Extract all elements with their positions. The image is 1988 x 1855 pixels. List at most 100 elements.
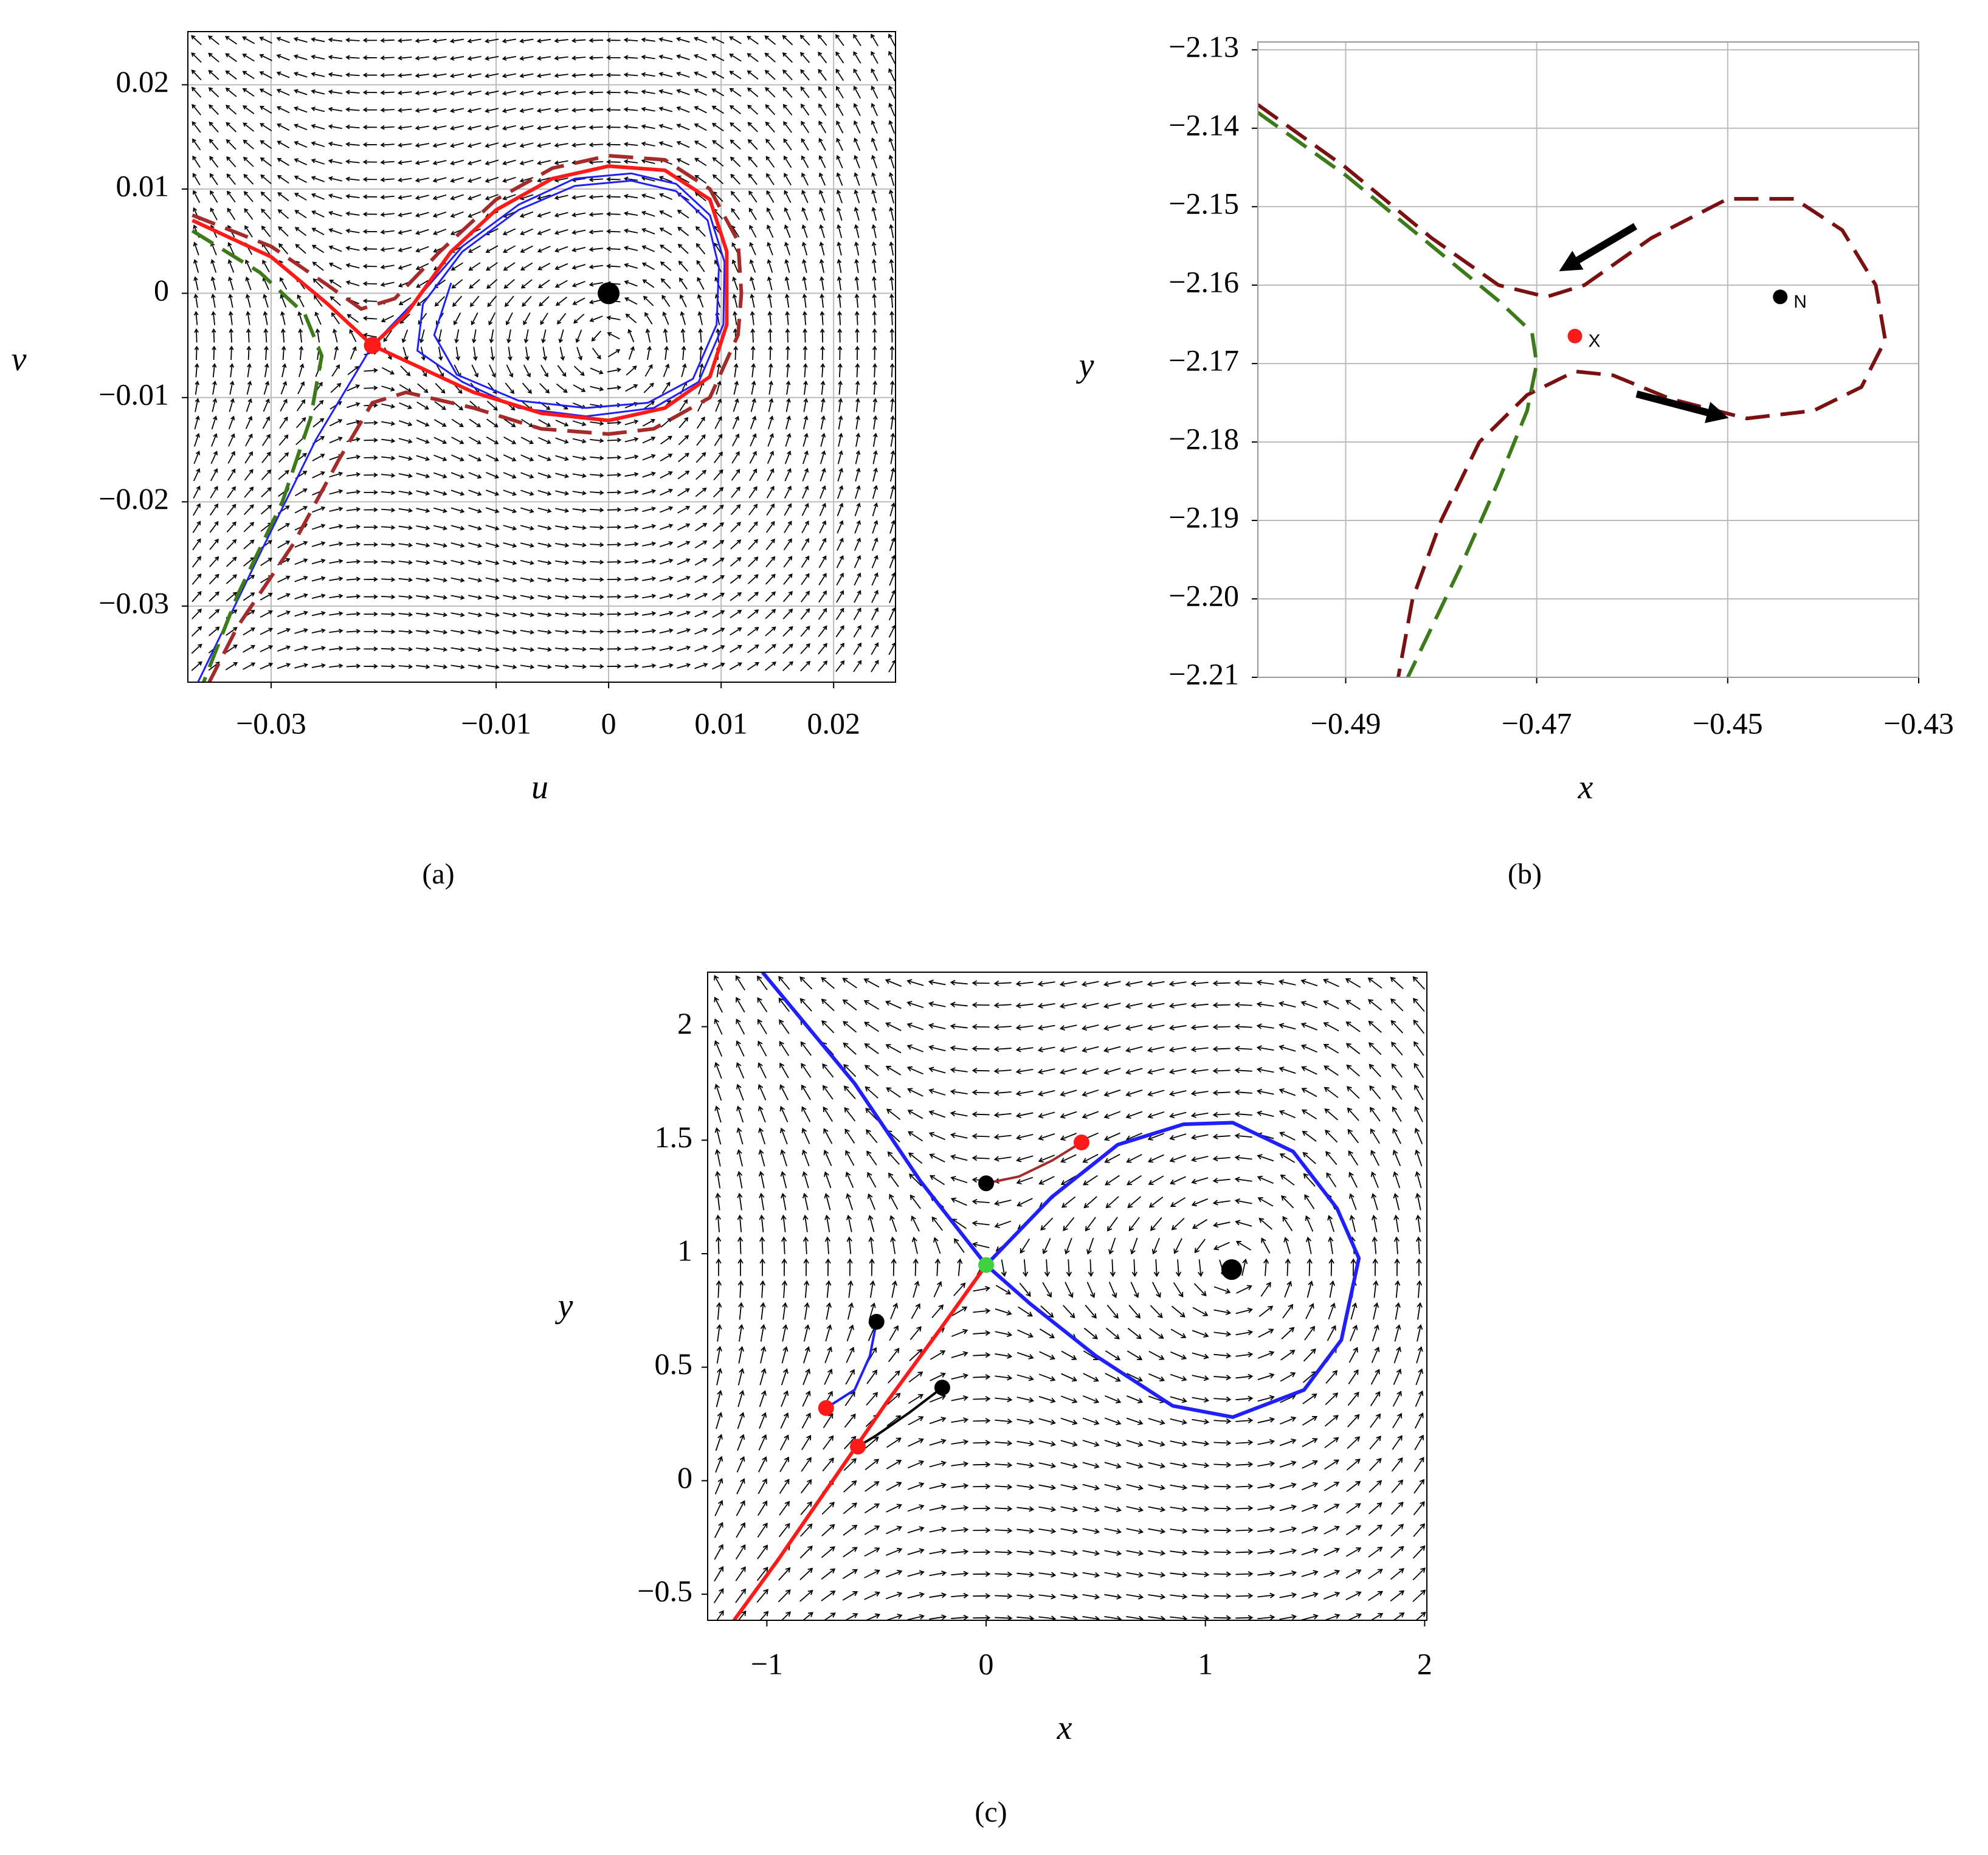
field-arrow — [1370, 1369, 1380, 1385]
field-arrow — [889, 189, 894, 204]
x-tick-label: −0.45 — [1693, 706, 1763, 740]
field-arrow — [865, 1107, 878, 1121]
field-arrow — [261, 487, 272, 498]
field-arrow — [315, 328, 320, 343]
field-arrow — [711, 105, 724, 114]
field-arrow — [843, 1480, 857, 1493]
field-arrow — [575, 330, 582, 344]
field-arrow — [506, 329, 511, 344]
field-arrow — [872, 468, 878, 482]
field-arrow — [433, 489, 447, 496]
field-arrow — [208, 35, 219, 45]
field-arrow — [1212, 1111, 1230, 1118]
field-arrow — [889, 502, 896, 517]
field-arrow — [1126, 1594, 1144, 1600]
field-arrow — [328, 141, 342, 147]
field-arrow — [311, 541, 326, 547]
field-arrow — [842, 999, 857, 1010]
field-arrow — [345, 142, 360, 147]
field-arrow — [885, 1044, 902, 1054]
field-arrow — [735, 1544, 746, 1560]
field-arrow — [779, 1040, 790, 1057]
field-arrow — [731, 259, 739, 273]
field-arrow — [229, 328, 234, 343]
field-arrow — [260, 123, 272, 131]
field-arrow — [642, 611, 657, 616]
field-arrow — [1037, 1068, 1055, 1075]
field-arrow — [641, 141, 655, 147]
field-arrow — [210, 276, 216, 291]
field-arrow — [1016, 1550, 1035, 1556]
field-arrow — [625, 313, 637, 323]
field-arrow — [520, 262, 533, 271]
field-arrow — [294, 663, 309, 669]
field-arrow — [1393, 1214, 1400, 1232]
field-arrow — [558, 329, 564, 344]
field-arrow — [1305, 1215, 1314, 1232]
field-arrow — [907, 1110, 923, 1119]
field-arrow — [623, 159, 638, 164]
field-arrow — [854, 276, 860, 291]
field-arrow — [485, 542, 500, 548]
field-arrow — [345, 124, 360, 130]
field-arrow — [311, 54, 325, 60]
field-arrow — [801, 172, 809, 186]
field-arrow — [1346, 1086, 1360, 1099]
field-arrow — [1126, 1528, 1144, 1535]
field-arrow — [1105, 1327, 1120, 1339]
field-arrow — [765, 591, 776, 602]
field-arrow — [277, 140, 290, 149]
field-arrow — [908, 1394, 924, 1404]
field-arrow — [415, 38, 429, 43]
field-arrow — [714, 434, 723, 446]
field-arrow — [729, 71, 742, 80]
field-arrow — [660, 471, 673, 479]
y-axis-label: y — [555, 1287, 573, 1325]
field-arrow — [1413, 1479, 1425, 1494]
field-arrow — [1081, 1024, 1099, 1031]
field-arrow — [995, 1418, 1013, 1425]
field-arrow — [588, 108, 603, 112]
field-arrow — [242, 105, 255, 114]
field-arrow — [659, 628, 674, 634]
field-arrow — [1148, 1440, 1165, 1447]
field-arrow — [209, 104, 219, 116]
field-arrow — [1170, 1396, 1187, 1403]
field-arrow — [346, 646, 361, 651]
field-arrow — [1126, 1484, 1144, 1491]
field-arrow — [1257, 1154, 1274, 1162]
field-arrow — [1066, 1259, 1072, 1277]
field-arrow — [397, 90, 412, 95]
field-arrow — [758, 1434, 767, 1451]
field-arrow — [519, 142, 534, 148]
field-arrow — [1302, 1415, 1318, 1426]
field-arrow — [1234, 1045, 1252, 1052]
field-arrow — [1103, 1111, 1121, 1119]
field-arrow — [736, 1105, 744, 1123]
field-arrow — [1301, 1592, 1319, 1599]
field-arrow — [1413, 1041, 1424, 1056]
field-arrow — [572, 595, 587, 599]
field-arrow — [973, 1374, 991, 1380]
x-tick-label: 0 — [979, 1646, 994, 1681]
field-arrow — [1059, 1003, 1077, 1009]
field-arrow — [759, 1280, 766, 1298]
field-arrow — [888, 103, 896, 117]
field-arrow — [244, 225, 253, 238]
field-arrow — [486, 418, 499, 427]
field-arrow — [244, 451, 253, 464]
y-tick-label: −0.5 — [637, 1574, 692, 1608]
field-arrow — [503, 278, 515, 289]
field-arrow — [835, 660, 845, 672]
field-arrow — [950, 1154, 968, 1161]
field-arrow — [298, 363, 305, 378]
field-arrow — [751, 363, 756, 378]
field-arrow — [951, 1328, 968, 1337]
field-arrow — [716, 1236, 722, 1254]
field-arrow — [659, 227, 672, 236]
field-arrow — [467, 159, 481, 165]
field-arrow — [623, 142, 638, 147]
field-arrow — [607, 385, 622, 390]
field-arrow — [824, 1346, 833, 1364]
field-arrow — [1303, 1348, 1316, 1362]
